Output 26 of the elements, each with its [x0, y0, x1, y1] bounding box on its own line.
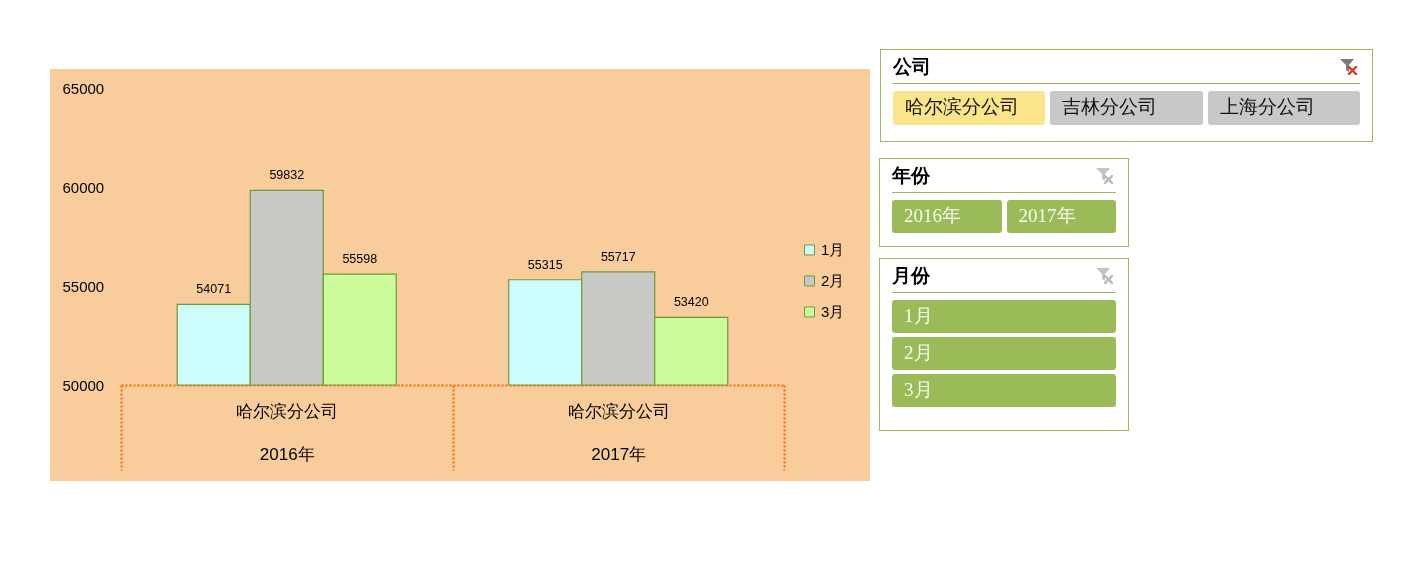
legend-label: 2月	[821, 271, 845, 289]
data-label: 59832	[269, 168, 305, 183]
data-label: 55315	[527, 257, 563, 272]
data-label: 54071	[196, 282, 232, 297]
category-label: 哈尔滨分公司	[905, 96, 1019, 118]
category-label: 吉林分公司	[1062, 96, 1158, 118]
category-label: 上海分公司	[1219, 96, 1315, 118]
data-label: 55598	[342, 252, 378, 267]
category-label: 2017年	[1018, 205, 1076, 227]
category-label: 2016年	[904, 205, 961, 227]
text: 月份	[892, 264, 930, 288]
legend-label: 3月	[821, 302, 845, 320]
y-tick-label: 60000	[62, 178, 105, 196]
data-label: 55717	[600, 249, 636, 264]
y-tick-label: 55000	[62, 277, 105, 295]
y-tick-label: 65000	[62, 79, 105, 97]
category-label: 1月	[904, 305, 933, 327]
category-label: 哈尔滨分公司 2016年	[236, 401, 339, 464]
y-tick-label: 50000	[62, 376, 105, 394]
text: 年份	[892, 164, 930, 188]
data-label: 53420	[673, 295, 709, 310]
legend-label: 1月	[821, 240, 845, 258]
category-label: 哈尔滨分公司 2017年	[567, 401, 670, 464]
category-label: 2月	[904, 342, 933, 364]
text: 公司	[893, 55, 931, 79]
category-label: 3月	[904, 379, 933, 401]
